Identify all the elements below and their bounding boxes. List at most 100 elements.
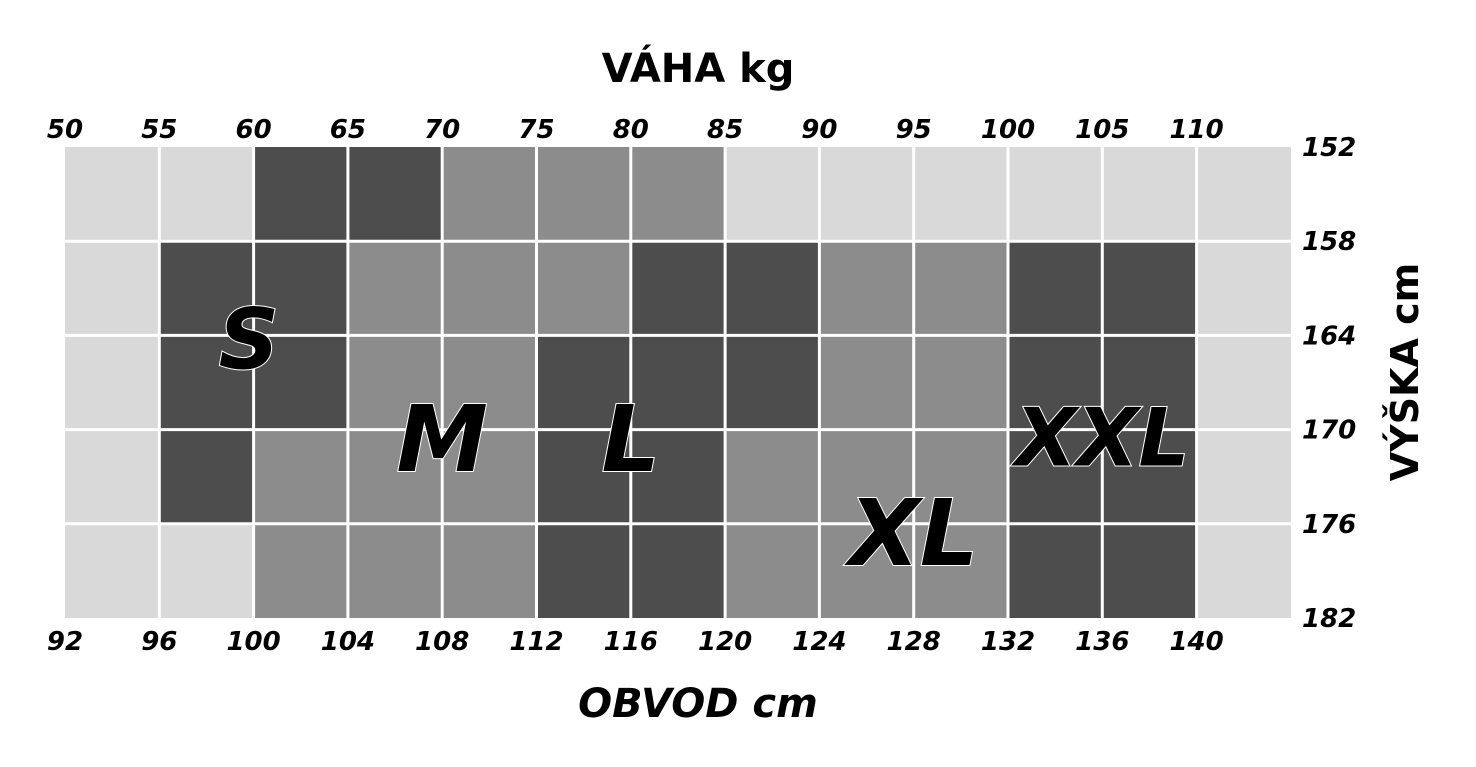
heatmap-cell xyxy=(536,523,631,618)
heatmap-cells xyxy=(65,147,1291,618)
heatmap-cell xyxy=(159,241,254,336)
right-tick-label: 170 xyxy=(1302,416,1356,446)
heatmap-cell xyxy=(819,147,914,242)
heatmap-cell xyxy=(442,335,537,430)
right-tick-label: 176 xyxy=(1302,510,1356,540)
top-tick-label: 65 xyxy=(330,115,366,145)
top-tick-label: 70 xyxy=(424,115,460,145)
top-tick-label: 75 xyxy=(518,115,554,145)
bottom-tick-label: 112 xyxy=(509,627,563,657)
bottom-tick-label: 92 xyxy=(47,627,83,657)
right-tick-label: 182 xyxy=(1302,604,1356,634)
heatmap-cell xyxy=(253,429,348,524)
heatmap-cell xyxy=(159,335,254,430)
heatmap-cell xyxy=(913,335,1008,430)
heatmap-cell xyxy=(1196,429,1291,524)
bottom-tick-label: 128 xyxy=(887,627,941,657)
heatmap-cell xyxy=(630,147,726,242)
heatmap-cell xyxy=(1008,241,1103,336)
heatmap-cell xyxy=(630,429,726,524)
heatmap-cell xyxy=(913,429,1008,524)
top-tick-label: 50 xyxy=(47,115,83,145)
heatmap-cell xyxy=(1196,335,1291,430)
bottom-tick-label: 108 xyxy=(415,627,469,657)
heatmap-cell xyxy=(630,523,726,618)
bottom-tick-label: 136 xyxy=(1075,627,1129,657)
heatmap-cell xyxy=(347,335,443,430)
heatmap-cell xyxy=(65,429,160,524)
heatmap-cell xyxy=(1008,523,1103,618)
size-label-xxl: XXL xyxy=(1010,391,1189,484)
bottom-tick-label: 96 xyxy=(141,627,177,657)
size-label-s: S xyxy=(219,290,280,388)
heatmap-cell xyxy=(1196,241,1291,336)
bottom-tick-label: 140 xyxy=(1169,627,1223,657)
right-tick-label: 164 xyxy=(1302,321,1356,351)
heatmap-cell xyxy=(1102,429,1197,524)
top-tick-label: 95 xyxy=(896,115,932,145)
size-label-m: M xyxy=(396,386,488,493)
heatmap-cell xyxy=(159,429,254,524)
heatmap-cell xyxy=(253,523,348,618)
top-tick-label: 110 xyxy=(1169,115,1223,145)
heatmap-cell xyxy=(347,429,443,524)
heatmap-cell xyxy=(1102,241,1197,336)
top-tick-label: 90 xyxy=(801,115,837,145)
heatmap-cell xyxy=(1102,147,1197,242)
right-tick-label: 152 xyxy=(1302,133,1356,163)
heatmap-cell xyxy=(725,523,820,618)
heatmap-cell xyxy=(442,523,537,618)
heatmap-cell xyxy=(630,335,726,430)
heatmap-cell xyxy=(1102,523,1197,618)
top-axis-title: VÁHA kg xyxy=(602,44,795,92)
size-label-xl: XL xyxy=(844,480,979,587)
bottom-axis-title: OBVOD cm xyxy=(578,681,818,727)
top-tick-label: 55 xyxy=(141,115,177,145)
heatmap-cell xyxy=(725,241,820,336)
heatmap-cell xyxy=(725,147,820,242)
heatmap-cell xyxy=(536,147,631,242)
heatmap-cell xyxy=(536,241,631,336)
heatmap-cell xyxy=(1008,429,1103,524)
heatmap-cell xyxy=(159,523,254,618)
heatmap-cell xyxy=(725,335,820,430)
heatmap-cell xyxy=(347,523,443,618)
heatmap-cell xyxy=(913,147,1008,242)
heatmap-cell xyxy=(253,147,348,242)
tick-labels: 50 55 60 65 70 75 80 85 90 95 100 105 110 92 96 100 104 1… xyxy=(47,115,1356,657)
top-tick-label: 60 xyxy=(236,115,272,145)
bottom-tick-label: 116 xyxy=(604,627,658,657)
heatmap-cell xyxy=(1196,523,1291,618)
heatmap-cell xyxy=(65,147,160,242)
heatmap-cell xyxy=(253,335,348,430)
heatmap-cell xyxy=(442,429,537,524)
top-tick-label: 100 xyxy=(981,115,1035,145)
size-label-l: L xyxy=(601,386,660,493)
heatmap-cell xyxy=(819,523,914,618)
heatmap-cell xyxy=(819,429,914,524)
heatmap-cell xyxy=(630,241,726,336)
heatmap-cell xyxy=(536,429,631,524)
bottom-tick-label: 124 xyxy=(792,627,846,657)
heatmap-cell xyxy=(1196,147,1291,242)
heatmap-cell xyxy=(442,241,537,336)
heatmap-cell xyxy=(442,147,537,242)
heatmap-cell xyxy=(819,335,914,430)
bottom-tick-label: 120 xyxy=(698,627,752,657)
heatmap-cell xyxy=(913,241,1008,336)
bottom-tick-label: 132 xyxy=(981,627,1035,657)
heatmap-cell xyxy=(65,241,160,336)
heatmap-cell xyxy=(347,241,443,336)
heatmap-cell xyxy=(347,147,443,242)
bottom-tick-label: 104 xyxy=(321,627,375,657)
heatmap-cell xyxy=(1008,335,1103,430)
heatmap-cell xyxy=(65,335,160,430)
heatmap-cell xyxy=(725,429,820,524)
top-tick-label: 105 xyxy=(1075,115,1129,145)
heatmap-cell xyxy=(253,241,348,336)
grid-lines xyxy=(65,147,1293,618)
heatmap-cell xyxy=(819,241,914,336)
right-axis-title: VÝŠKA cm xyxy=(1383,263,1427,482)
heatmap-cell xyxy=(1102,335,1197,430)
